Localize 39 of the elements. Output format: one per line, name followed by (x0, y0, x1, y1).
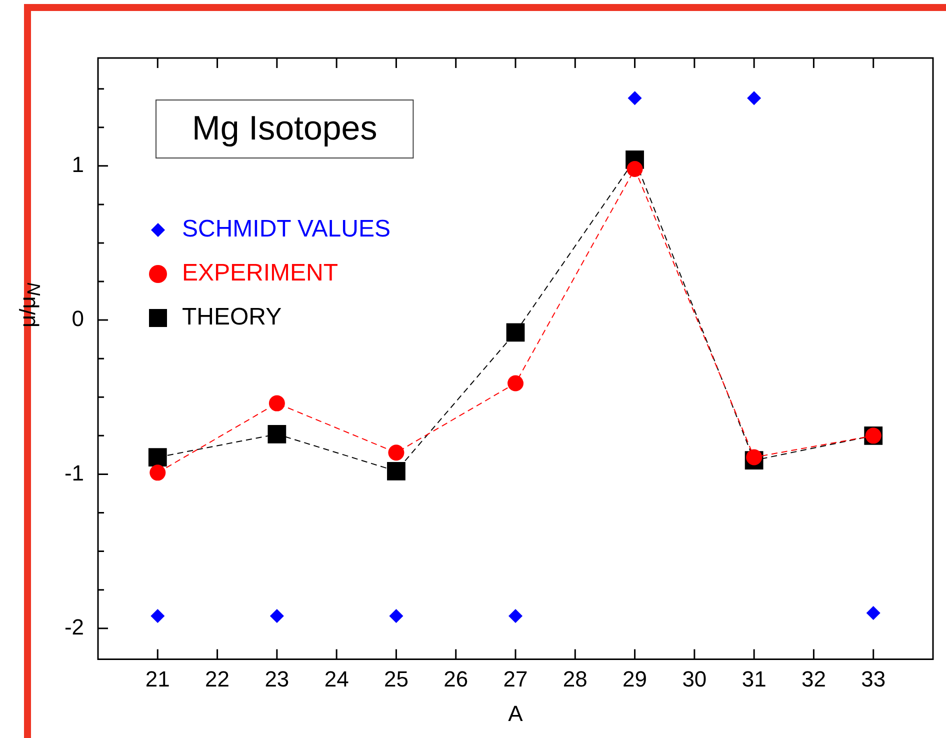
point (270, 609, 284, 624)
x-tick-label: 30 (682, 666, 707, 692)
point (746, 449, 762, 466)
point (866, 606, 880, 620)
point (387, 462, 406, 480)
x-tick-label: 22 (205, 666, 230, 692)
legend-label: EXPERIMENT (182, 260, 338, 287)
point (628, 91, 642, 106)
point (389, 609, 404, 624)
x-tick-label: 29 (622, 666, 648, 692)
y-tick-label: -1 (64, 460, 84, 486)
text: Mg Isotopes (192, 109, 378, 148)
point (268, 395, 285, 412)
point (148, 448, 167, 466)
point (388, 444, 404, 461)
y-tick-label: -2 (64, 614, 84, 640)
x-tick-label: 21 (145, 666, 170, 692)
y-tick-label: 1 (72, 152, 84, 177)
point (150, 464, 166, 481)
legend-label: SCHMIDT VALUES (182, 216, 390, 243)
x-tick-label: 24 (324, 666, 349, 692)
x-tick-label: 32 (801, 666, 826, 692)
x-tick-label: 25 (384, 666, 408, 692)
point (747, 91, 762, 106)
x-tick-label: 27 (503, 666, 528, 692)
point (508, 609, 522, 624)
x-tick-label: 33 (861, 666, 886, 692)
x-axis-title: A (508, 700, 524, 726)
point (150, 609, 165, 624)
point (268, 424, 286, 444)
legend-label: THEORY (182, 304, 282, 331)
point (626, 160, 643, 177)
point (506, 323, 525, 342)
point (508, 375, 524, 392)
y-tick-label: 0 (72, 306, 84, 332)
x-tick-label: 23 (264, 666, 290, 692)
x-tick-label: 26 (444, 666, 468, 692)
x-tick-label: 28 (562, 666, 588, 692)
x-tick-label: 31 (742, 666, 766, 692)
